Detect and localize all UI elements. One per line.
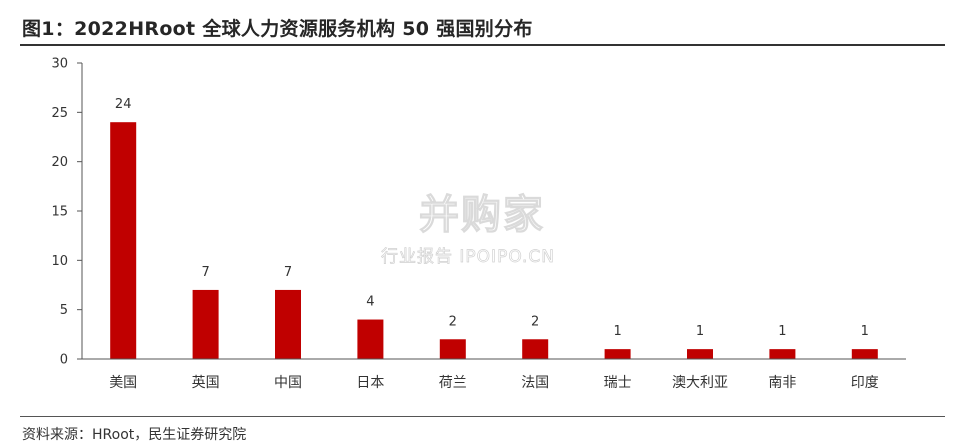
y-tick-label: 15 bbox=[51, 205, 68, 220]
data-label: 7 bbox=[201, 265, 209, 280]
x-tick-label: 法国 bbox=[521, 375, 549, 391]
y-tick-label: 0 bbox=[60, 353, 68, 368]
y-tick-label: 20 bbox=[51, 155, 68, 170]
data-label: 1 bbox=[778, 324, 786, 339]
bar bbox=[357, 319, 384, 359]
bar bbox=[769, 349, 796, 359]
data-label: 1 bbox=[613, 324, 621, 339]
y-axis: 0 5 10 15 20 25 30 bbox=[51, 57, 83, 368]
x-tick-label: 日本 bbox=[356, 375, 384, 391]
watermark-main-text: 并购家 bbox=[419, 192, 545, 239]
y-tick-label: 30 bbox=[51, 57, 68, 72]
x-tick-label: 澳大利亚 bbox=[672, 375, 728, 391]
bar bbox=[687, 349, 713, 359]
bar bbox=[192, 289, 219, 359]
watermark: 并购家 行业报告 IPOIPO.CN bbox=[375, 186, 605, 270]
x-tick-label: 瑞士 bbox=[604, 375, 632, 391]
bar bbox=[275, 289, 301, 359]
data-label: 24 bbox=[115, 97, 132, 112]
x-tick-label: 南非 bbox=[768, 375, 796, 391]
bar bbox=[110, 122, 137, 359]
bar bbox=[439, 339, 466, 359]
x-tick-label: 印度 bbox=[851, 375, 879, 391]
watermark-sub-text: 行业报告 IPOIPO.CN bbox=[381, 247, 555, 268]
data-label: 1 bbox=[861, 324, 869, 339]
title-rule bbox=[20, 44, 945, 46]
bar bbox=[851, 349, 878, 359]
data-label: 1 bbox=[696, 324, 704, 339]
source-note: 资料来源：HRoot，民生证券研究院 bbox=[22, 427, 247, 443]
y-tick-label: 25 bbox=[51, 106, 68, 121]
data-label: 2 bbox=[531, 314, 539, 329]
x-axis: 美国 英国 中国 日本 荷兰 法国 瑞士 澳大利亚 南非 印度 bbox=[82, 358, 906, 391]
data-label: 7 bbox=[284, 265, 292, 280]
bar bbox=[604, 349, 631, 359]
bars bbox=[110, 122, 878, 359]
source-rule bbox=[20, 416, 945, 417]
y-tick-label: 10 bbox=[51, 254, 68, 269]
bar bbox=[522, 339, 549, 359]
data-labels: 24 7 7 4 2 2 1 1 1 1 bbox=[115, 97, 869, 339]
x-tick-label: 中国 bbox=[274, 375, 302, 391]
chart-title: 图1：2022HRoot 全球人力资源服务机构 50 强国别分布 bbox=[22, 18, 533, 40]
x-tick-label: 荷兰 bbox=[439, 375, 467, 391]
x-tick-label: 英国 bbox=[192, 374, 220, 391]
x-tick-label: 美国 bbox=[109, 375, 137, 391]
data-label: 4 bbox=[366, 295, 374, 310]
y-tick-label: 5 bbox=[60, 303, 68, 318]
data-label: 2 bbox=[449, 314, 457, 329]
